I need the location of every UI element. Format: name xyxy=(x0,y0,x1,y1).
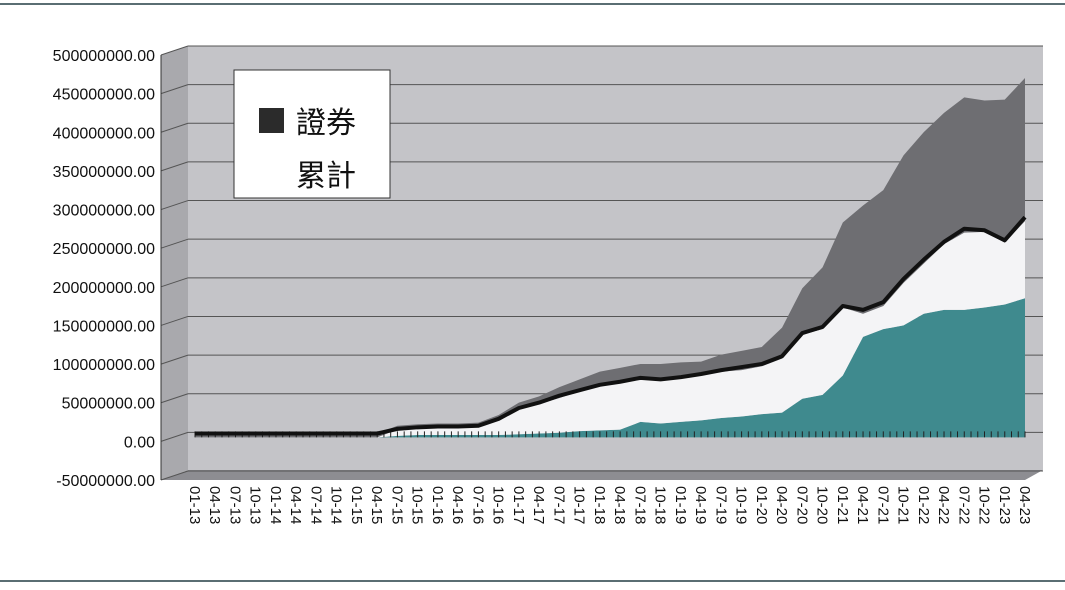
y-tick-label: 150000000.00 xyxy=(53,318,155,335)
y-tick-label: 100000000.00 xyxy=(53,357,155,374)
area-series xyxy=(195,78,1025,438)
legend: 證券 累計 xyxy=(233,69,391,199)
x-tick-label: 07-16 xyxy=(469,486,486,524)
cumulative-line xyxy=(195,215,1027,436)
x-tick-label: 10-18 xyxy=(652,486,669,524)
x-tick-label: 01-17 xyxy=(510,486,527,524)
y-tick-label: 0.00 xyxy=(124,434,155,451)
x-tick-label: 04-21 xyxy=(854,486,871,524)
x-tick-label: 01-21 xyxy=(834,486,851,524)
x-tick-label: 01-23 xyxy=(996,486,1013,524)
x-tick-label: 01-14 xyxy=(267,486,284,524)
grid-line-side xyxy=(160,122,189,133)
x-tick-label: 07-18 xyxy=(631,486,648,524)
area-series-1 xyxy=(195,221,1025,438)
area-series-2 xyxy=(195,78,1025,438)
x-tick-label: 10-19 xyxy=(733,486,750,524)
x-tick-label: 10-15 xyxy=(409,486,426,524)
y-tick-label: 350000000.00 xyxy=(53,164,155,181)
x-tick-label: 07-20 xyxy=(793,486,810,524)
x-tick-label: 04-20 xyxy=(773,486,790,524)
y-tick-label: 250000000.00 xyxy=(53,241,155,258)
y-tick-label: 400000000.00 xyxy=(53,125,155,142)
grid-line-side xyxy=(160,161,189,172)
x-tick-label: 01-18 xyxy=(591,486,608,524)
y-tick-label: 450000000.00 xyxy=(53,87,155,104)
y-tick-label: 300000000.00 xyxy=(53,203,155,220)
x-tick-label: 10-17 xyxy=(571,486,588,524)
legend-swatch-securities xyxy=(259,108,284,133)
grid-line-side xyxy=(160,470,189,481)
grid-line-side xyxy=(160,200,189,211)
x-tick-label: 10-22 xyxy=(976,486,993,524)
grid-line-side xyxy=(160,238,189,249)
legend-label-securities: 證券 xyxy=(296,107,356,140)
x-tick-label: 04-16 xyxy=(449,486,466,524)
x-tick-label: 07-15 xyxy=(388,486,405,524)
x-tick-label: 01-19 xyxy=(672,486,689,524)
x-tick-label: 04-14 xyxy=(287,486,304,524)
legend-box xyxy=(233,69,391,199)
x-tick-label: 07-21 xyxy=(874,486,891,524)
grid-line-side xyxy=(160,315,189,326)
plot-side-wall xyxy=(161,46,188,480)
x-tick-label: 01-22 xyxy=(915,486,932,524)
x-tick-label: 07-19 xyxy=(712,486,729,524)
x-tick-label: 07-13 xyxy=(226,486,243,524)
x-tick-label: 01-16 xyxy=(429,486,446,524)
x-tick-label: 07-17 xyxy=(550,486,567,524)
x-tick-label: 04-18 xyxy=(611,486,628,524)
x-tick-label: 10-13 xyxy=(247,486,264,524)
x-tick-label: 10-21 xyxy=(895,486,912,524)
legend-label-cumulative: 累計 xyxy=(296,160,356,193)
x-tick-label: 10-14 xyxy=(328,486,345,524)
x-tick-label: 01-15 xyxy=(348,486,365,524)
grid-line-side xyxy=(160,84,189,95)
x-tick-label: 10-20 xyxy=(814,486,831,524)
grid-line-side xyxy=(160,354,189,365)
x-tick-label: 04-23 xyxy=(1016,486,1033,524)
y-tick-label: 50000000.00 xyxy=(62,396,156,413)
x-tick-label: 04-17 xyxy=(530,486,547,524)
x-tick-labels: 01-13 04-13 07-13 10-13 01-14 04-14 07-14 10-14… xyxy=(186,486,1033,524)
x-tick-label: 07-14 xyxy=(307,486,324,524)
x-tick-label: 04-22 xyxy=(935,486,952,524)
x-tick-label: 10-16 xyxy=(490,486,507,524)
x-tick-label: 01-20 xyxy=(753,486,770,524)
x-tick-label: 04-19 xyxy=(692,486,709,524)
x-tick-label: 04-13 xyxy=(206,486,223,524)
y-tick-label: -50000000.00 xyxy=(56,473,155,490)
grid-line-side xyxy=(160,277,189,288)
x-tick-label: 07-22 xyxy=(955,486,972,524)
x-tick-label: 04-15 xyxy=(368,486,385,524)
x-tick-label: 01-13 xyxy=(186,486,203,524)
grid-line-side xyxy=(160,393,189,404)
grid-line-side xyxy=(160,45,189,56)
cumulative-line-group xyxy=(195,215,1027,436)
y-tick-labels: 500000000.00 450000000.00 400000000.00 3500… xyxy=(53,48,155,490)
y-tick-label: 200000000.00 xyxy=(53,280,155,297)
plot-floor xyxy=(161,470,1043,480)
grid-line-side xyxy=(160,431,189,442)
area-series-0 xyxy=(195,298,1025,438)
y-tick-label: 500000000.00 xyxy=(53,48,155,65)
